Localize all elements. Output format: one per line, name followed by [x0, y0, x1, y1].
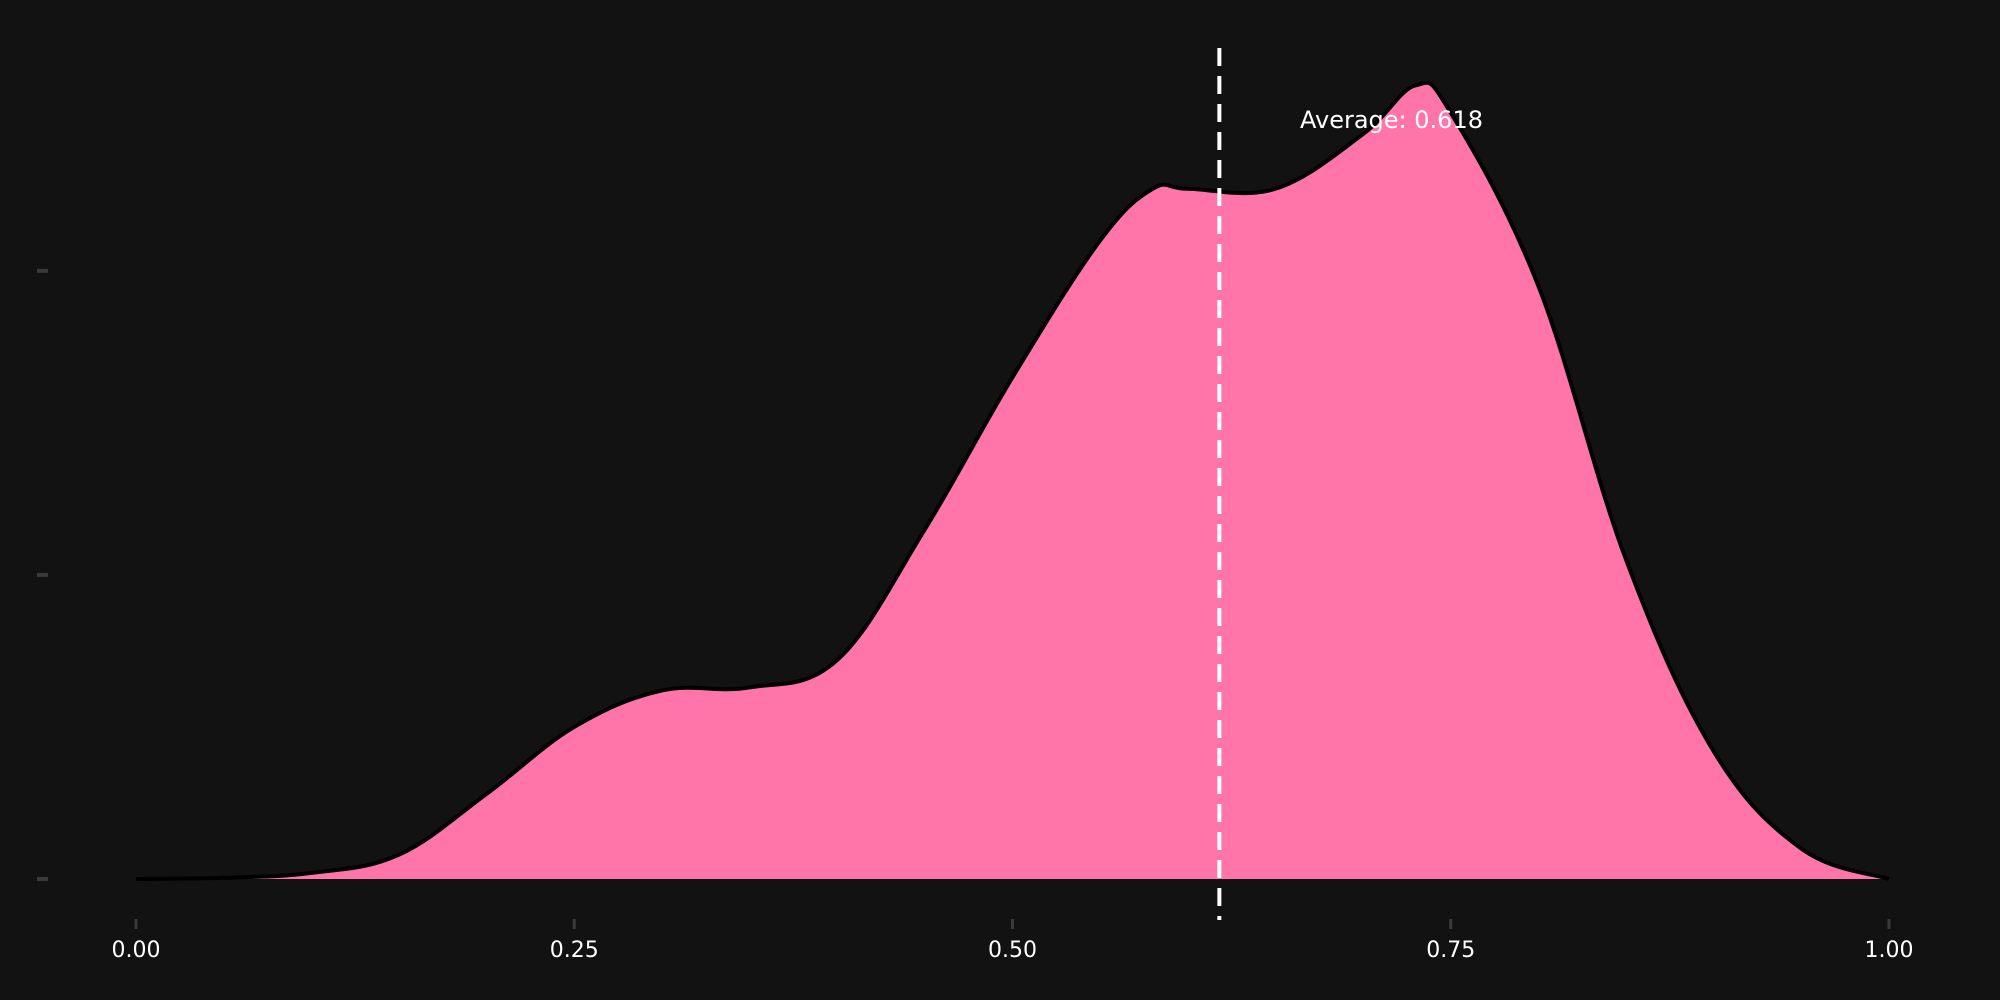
x-tick-label: 0.00 [112, 938, 161, 963]
average-annotation: Average: 0.618 [1300, 106, 1483, 134]
x-tick-label: 0.25 [550, 938, 599, 963]
x-tick-label: 1.00 [1865, 938, 1914, 963]
density-area [136, 82, 1889, 880]
density-outline [135, 80, 1890, 881]
x-tick-label: 0.50 [988, 938, 1037, 963]
x-tick-label: 0.75 [1426, 938, 1475, 963]
